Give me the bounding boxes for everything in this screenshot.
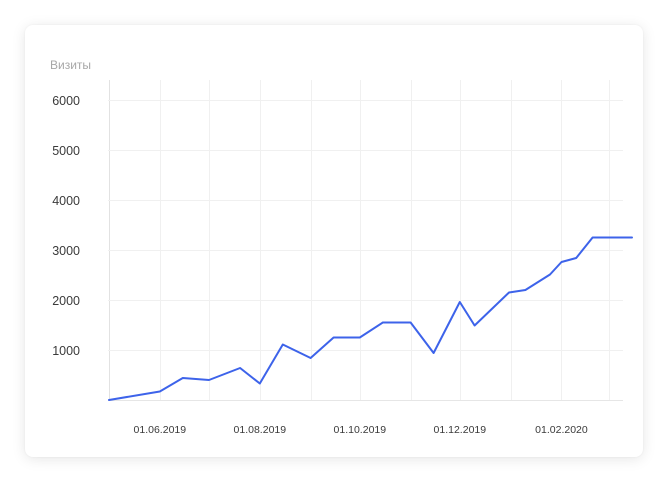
x-tick-label: 01.10.2019 — [334, 424, 387, 436]
y-tick-label: 6000 — [52, 94, 80, 108]
series-line — [108, 236, 633, 401]
x-tick-label: 01.12.2019 — [434, 424, 487, 436]
line-chart: 1000 2000 3000 4000 5000 6000 01.06.2019 01.08… — [52, 80, 633, 436]
y-axis-ticks: 1000 2000 3000 4000 5000 6000 — [52, 94, 80, 358]
y-tick-label: 5000 — [52, 144, 80, 158]
x-tick-label: 01.02.2020 — [535, 424, 588, 436]
x-axis-ticks: 01.06.2019 01.08.2019 01.10.2019 01.12.2019… — [134, 424, 588, 436]
grid — [108, 80, 623, 400]
y-tick-label: 2000 — [52, 294, 80, 308]
y-tick-label: 3000 — [52, 244, 80, 258]
series — [108, 236, 633, 401]
x-tick-label: 01.06.2019 — [134, 424, 187, 436]
x-tick-label: 01.08.2019 — [234, 424, 287, 436]
chart-card: Визиты 1000 2000 3000 4000 5000 6000 01.06.20… — [25, 25, 643, 457]
y-tick-label: 1000 — [52, 344, 80, 358]
chart-title: Визиты — [50, 58, 92, 72]
y-tick-label: 4000 — [52, 194, 80, 208]
